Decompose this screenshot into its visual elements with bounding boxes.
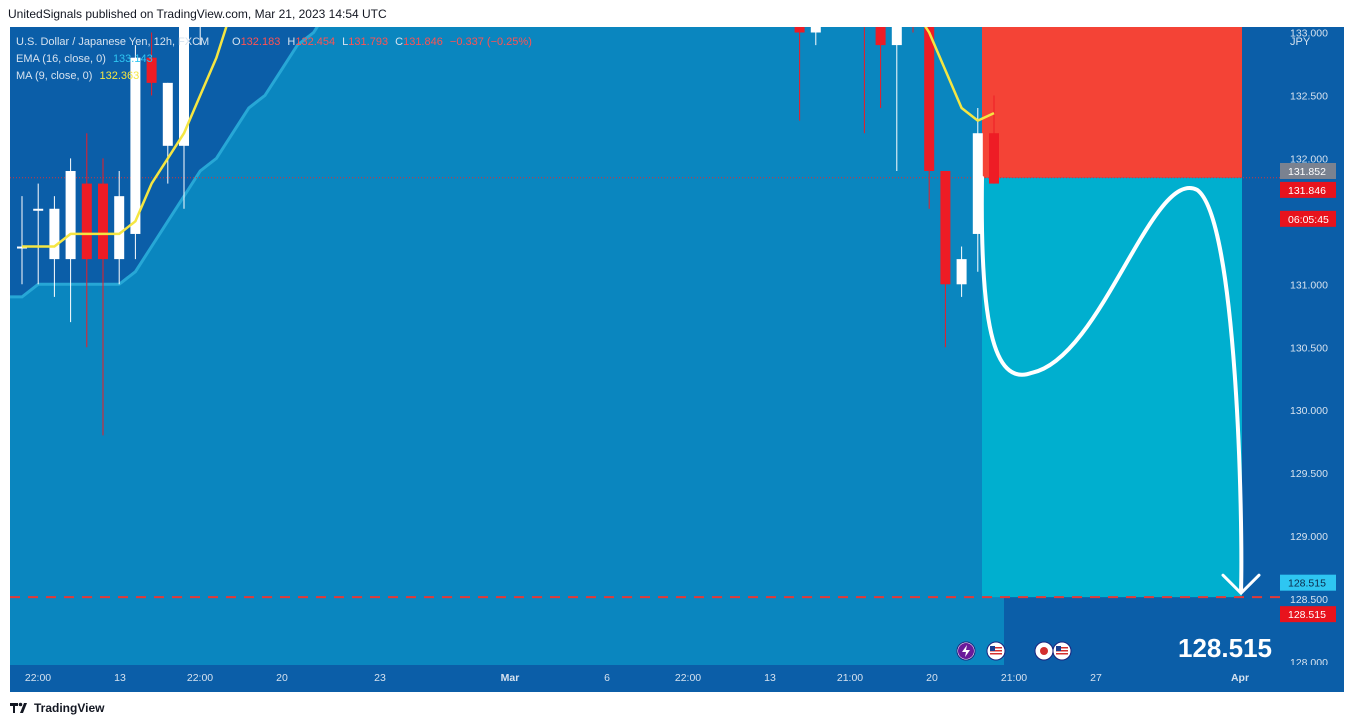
position-zones [982, 0, 1242, 598]
time-tick-label: Apr [1231, 672, 1249, 684]
price-tick-label: 130.500 [1290, 342, 1328, 354]
price-tick-label: 128.500 [1290, 594, 1328, 606]
price-tick-label: 132.000 [1290, 153, 1328, 165]
ohlc-high: 132.454 [295, 36, 335, 48]
candle-body[interactable] [49, 208, 60, 260]
candle-body[interactable] [794, 0, 805, 33]
ma-label: MA (9, close, 0) [16, 70, 92, 82]
price-badge-label: 131.852 [1288, 166, 1326, 178]
us-flag-icon[interactable] [1052, 641, 1072, 661]
candle-body[interactable] [179, 19, 189, 146]
target-annotation: 128.515 [1178, 633, 1272, 663]
candle-body[interactable] [891, 0, 902, 46]
price-badge-label: 131.846 [1288, 185, 1326, 197]
ohlc-key-close: C [395, 36, 403, 48]
ema-area-layer [10, 27, 1004, 665]
ohlc-key-open: O [232, 36, 241, 48]
lightning-icon[interactable] [956, 641, 976, 661]
candle-body[interactable] [162, 82, 173, 146]
price-badge [1280, 162, 1336, 179]
ema-label: EMA (16, close, 0) [16, 53, 106, 65]
ohlc-low: 131.793 [348, 36, 388, 48]
candle-body[interactable] [924, 7, 935, 171]
published-caption: UnitedSignals published on TradingView.c… [8, 7, 387, 21]
japan-flag-icon[interactable] [1034, 641, 1054, 661]
price-tick-label: 132.500 [1290, 90, 1328, 102]
legend-symbol: U.S. Dollar / Japanese Yen, 12h, FXCM [16, 36, 209, 48]
price-axis-bg[interactable] [1280, 27, 1344, 692]
time-tick-label: 22:00 [187, 672, 213, 684]
ohlc-change: −0.337 (−0.25%) [450, 36, 532, 48]
ohlc-key-high: H [287, 36, 295, 48]
price-tick-label: 129.500 [1290, 468, 1328, 480]
candle-body[interactable] [146, 57, 157, 83]
price-tick-label: 133.000 [1290, 28, 1328, 40]
take-profit-zone[interactable] [982, 177, 1242, 598]
footer-brand[interactable]: TradingView [34, 701, 105, 715]
stop-loss-zone[interactable] [982, 0, 1242, 178]
ohlc-close: 131.846 [403, 36, 443, 48]
candle-body[interactable] [81, 183, 92, 260]
event-icons [956, 641, 1072, 661]
projection-arrowhead [1221, 573, 1261, 596]
price-axis: JPY137.500137.000136.500136.000135.50013… [1280, 27, 1344, 692]
ma-line-layer [22, 0, 995, 248]
ohlc-key-low: L [342, 36, 348, 48]
price-badge [1280, 210, 1336, 227]
price-tick-label: 130.000 [1290, 405, 1328, 417]
tradingview-logo-icon[interactable] [10, 702, 30, 714]
footer: TradingView [10, 701, 104, 715]
time-tick-label: 22:00 [675, 672, 701, 684]
ma-line [22, 0, 995, 248]
candlestick-chart[interactable]: 128.515 JPY137.500137.000136.500136.0001… [10, 0, 1344, 692]
projection-curve [979, 175, 1244, 594]
ma-value: 132.363 [99, 70, 139, 82]
price-badge-label: 128.515 [1288, 578, 1326, 590]
candle-body[interactable] [989, 133, 999, 184]
ema-line [10, 27, 319, 299]
time-tick-label: Mar [501, 672, 520, 684]
candle-body[interactable] [972, 133, 983, 234]
candle-body[interactable] [940, 170, 951, 285]
price-badge [1280, 181, 1336, 198]
time-axis: 22:00 13 22:00 20 23 Mar 6 22:00 13 21:00 20 21:00 2… [10, 665, 1344, 692]
ohlc-open: 132.183 [241, 36, 281, 48]
time-tick-label: 20 [276, 672, 288, 684]
time-tick-label: 22:00 [25, 672, 51, 684]
time-axis-bg[interactable] [10, 665, 1344, 692]
candle-body[interactable] [956, 259, 967, 285]
time-tick-label: 21:00 [1001, 672, 1027, 684]
ema-area [10, 27, 1004, 665]
time-tick-label: 21:00 [837, 672, 863, 684]
legend-ohlc: O132.183 H132.454 L131.793 C131.846 −0.3… [232, 36, 532, 48]
projection-layer: 128.515 [979, 175, 1272, 663]
candle-body[interactable] [98, 183, 108, 260]
candle-body[interactable] [114, 196, 125, 260]
level-lines [10, 177, 1280, 599]
candle-body[interactable] [810, 0, 821, 33]
time-tick-label: 23 [374, 672, 386, 684]
price-tick-label: 129.000 [1290, 531, 1328, 543]
legend-ma: MA (9, close, 0) 132.363 [16, 70, 139, 82]
candle-body[interactable] [33, 208, 44, 211]
price-badge-label: 06:05:45 [1288, 214, 1329, 226]
chart-panel[interactable]: 128.515 JPY137.500137.000136.500136.0001… [10, 0, 1344, 692]
time-tick-label: 13 [764, 672, 776, 684]
price-badge-label: 128.515 [1288, 609, 1326, 621]
legend-ema: EMA (16, close, 0) 133.143 [16, 53, 153, 65]
price-badge [1280, 606, 1336, 623]
candle-body[interactable] [65, 170, 76, 260]
time-tick-label: 13 [114, 672, 126, 684]
us-flag-icon[interactable] [986, 641, 1006, 661]
time-tick-label: 20 [926, 672, 938, 684]
price-tick-label: 131.000 [1290, 279, 1328, 291]
candle-body[interactable] [875, 0, 886, 46]
currency-label: JPY [1290, 36, 1311, 48]
candle-body[interactable] [130, 57, 141, 234]
price-badge [1280, 574, 1336, 591]
ema-value: 133.143 [113, 53, 153, 65]
time-tick-label: 27 [1090, 672, 1102, 684]
time-tick-label: 6 [604, 672, 610, 684]
